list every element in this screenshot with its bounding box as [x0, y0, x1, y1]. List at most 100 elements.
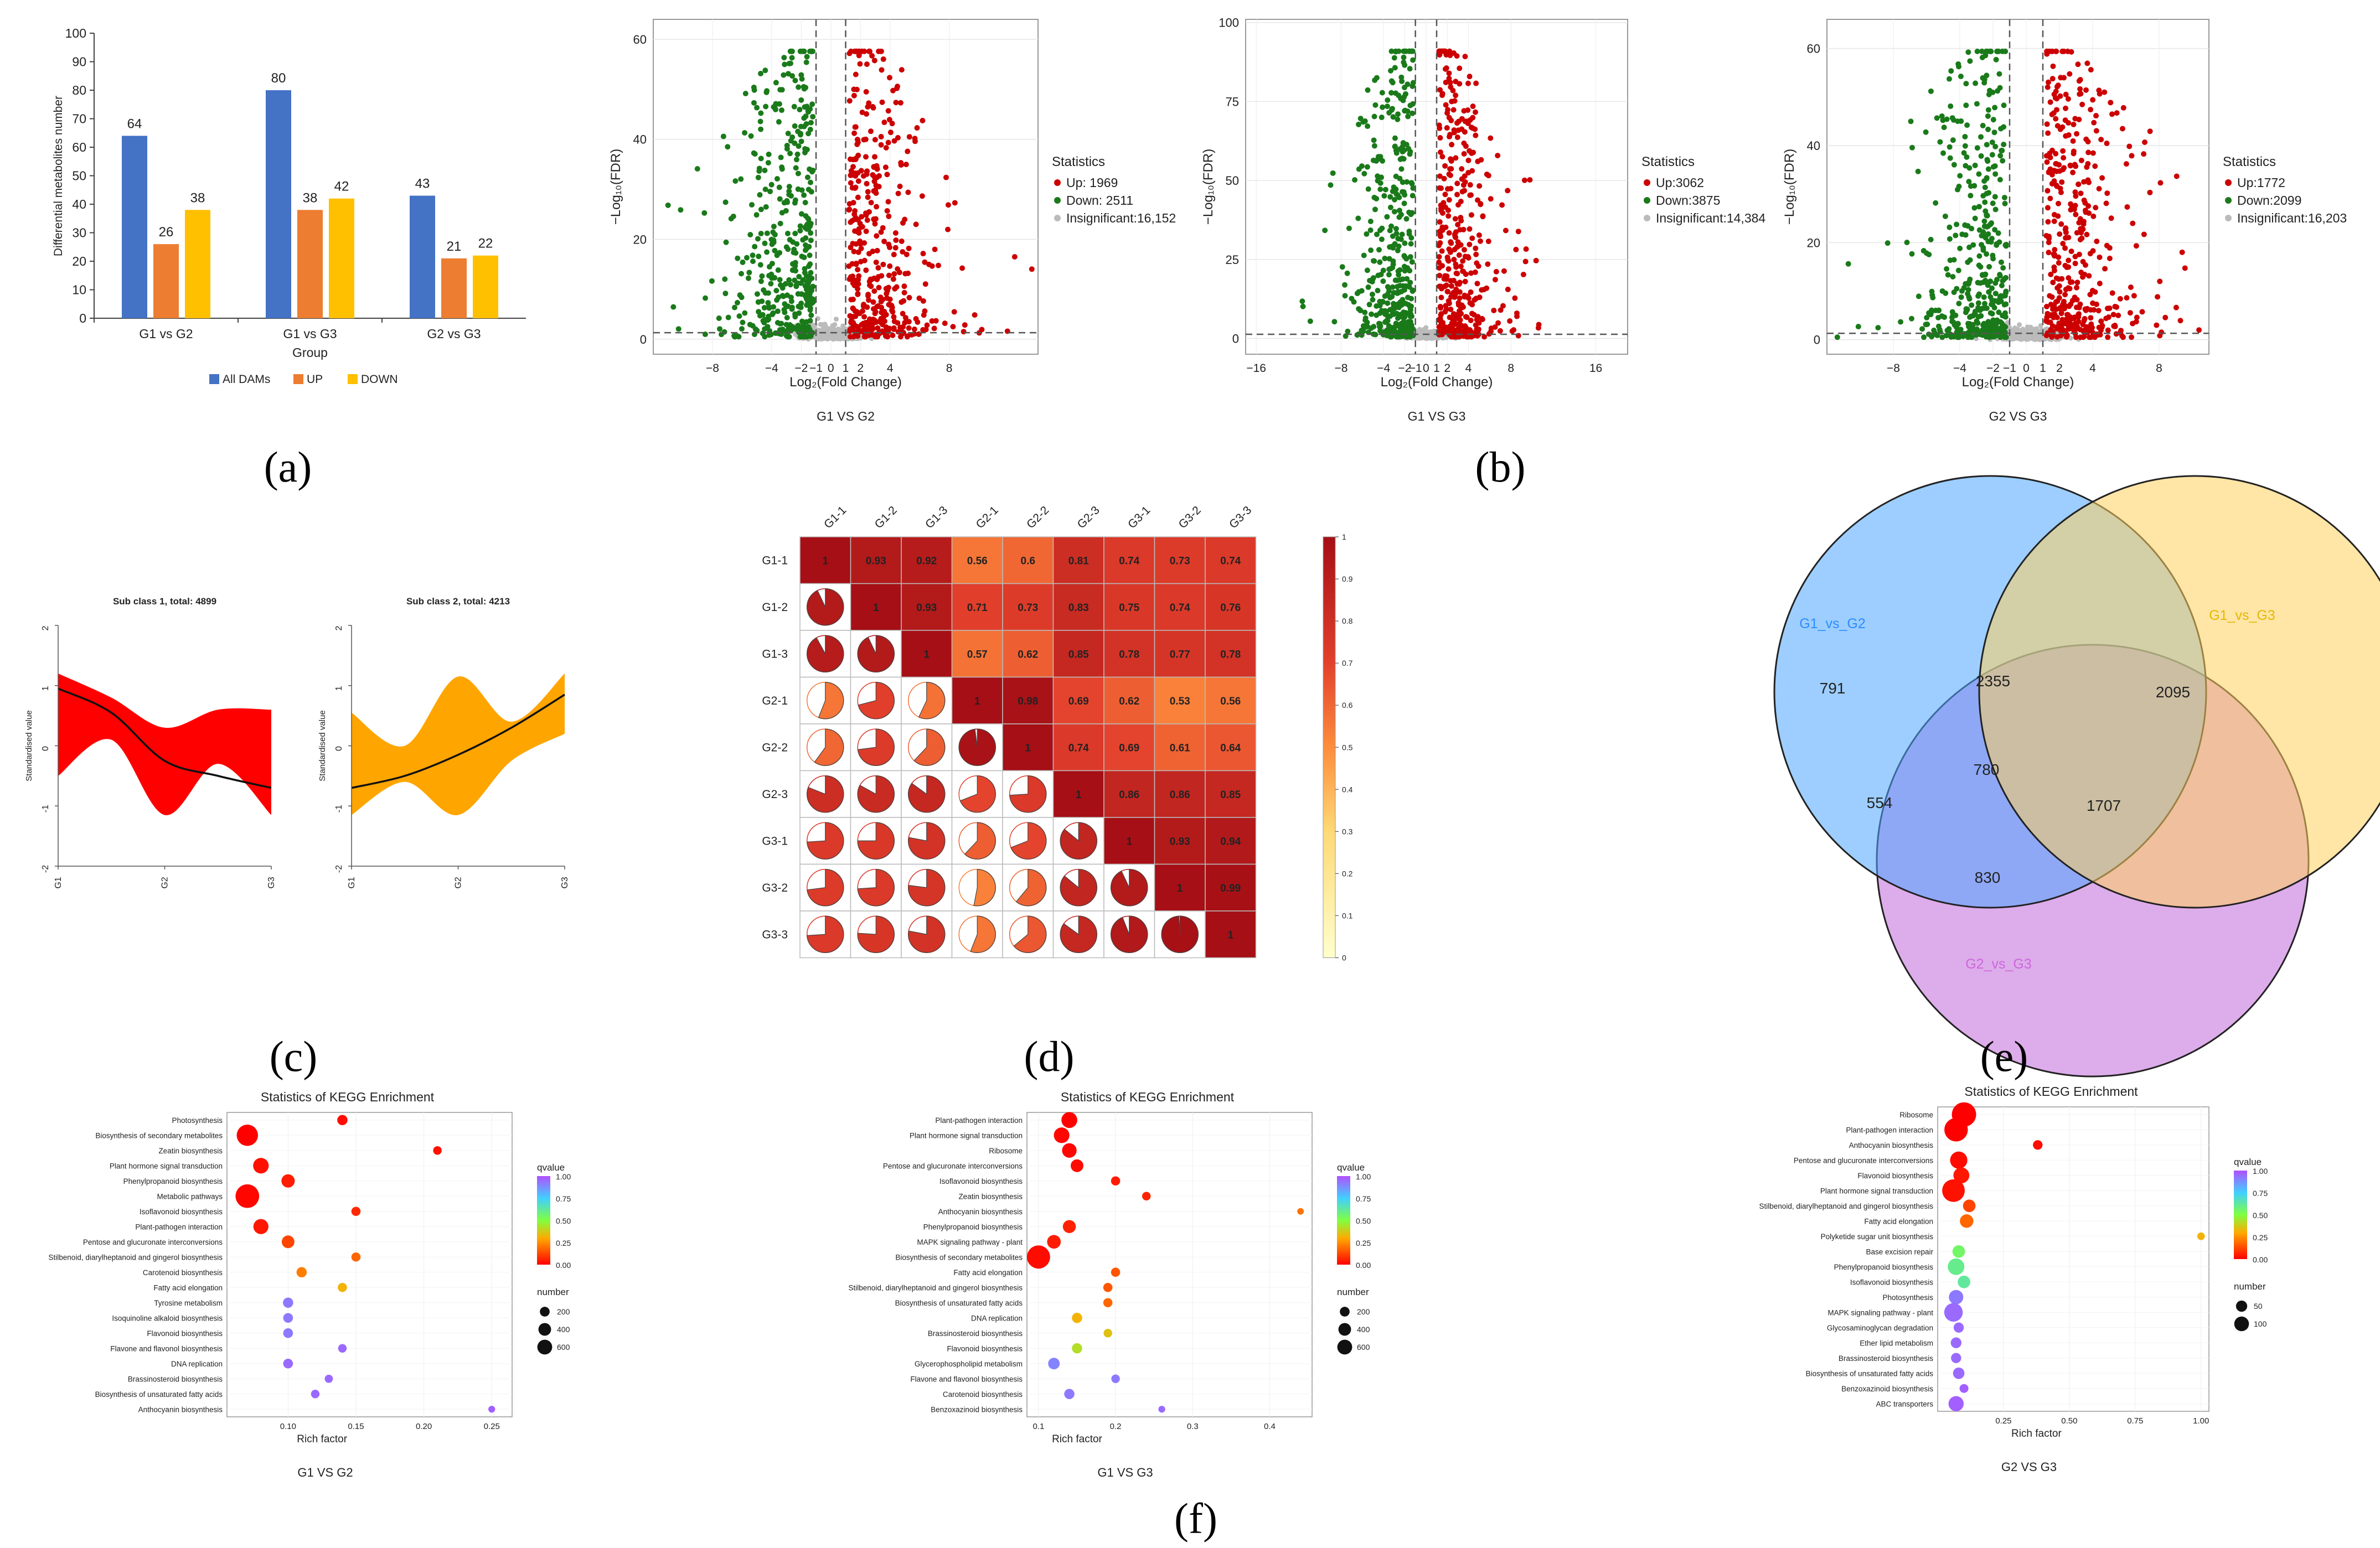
x-tick-label: G2 [454, 877, 463, 888]
point-up [855, 286, 861, 292]
point-up [2147, 189, 2153, 195]
point-down [1976, 204, 1982, 210]
cell-value-label: 0.69 [1119, 742, 1139, 754]
point-up [1442, 66, 1448, 72]
point-insignificant [818, 322, 823, 327]
point-up [2048, 271, 2054, 277]
point-up [1511, 327, 1517, 333]
term-label: DNA replication [971, 1314, 1023, 1322]
plot-frame [226, 1112, 513, 1417]
x-tick-label: 0.10 [280, 1422, 296, 1431]
point-up [2093, 128, 2099, 134]
point-down [1388, 223, 1394, 229]
point-down [790, 261, 796, 267]
point-down [1997, 177, 2003, 183]
enrichment-bubble [253, 1158, 269, 1174]
point-down [747, 232, 753, 238]
point-down [1996, 297, 2002, 303]
point-down [810, 113, 816, 120]
point-down [1999, 48, 2005, 54]
term-label: Pentose and glucuronate interconversions [883, 1162, 1023, 1170]
point-up [1437, 173, 1443, 179]
cell-value-label: 0.85 [1220, 789, 1241, 801]
point-up [1450, 87, 1456, 94]
point-down [810, 167, 816, 173]
point-down [1908, 118, 1914, 125]
point-down [763, 204, 769, 210]
point-down [807, 127, 813, 133]
point-up [2049, 76, 2056, 82]
point-up [900, 310, 906, 317]
point-up [848, 168, 854, 174]
enrichment-bubble [1103, 1282, 1113, 1292]
point-up [1441, 276, 1447, 282]
x-tick-label: −4 [1953, 362, 1966, 375]
cell-value-label: 0.75 [1119, 602, 1139, 614]
point-insignificant [2039, 327, 2045, 333]
enrichment-bubble [1048, 1358, 1060, 1370]
point-down [790, 239, 796, 245]
point-up [1452, 292, 1458, 298]
point-down [1359, 288, 1365, 294]
point-down [807, 261, 813, 267]
point-up [905, 270, 911, 276]
point-down [736, 313, 742, 319]
pie-slice [807, 822, 844, 860]
point-up [1521, 177, 1527, 183]
point-up [1448, 283, 1454, 289]
point-up [850, 273, 856, 279]
point-down [1371, 113, 1377, 120]
point-up [1443, 282, 1449, 288]
point-up [885, 108, 891, 114]
point-up [2114, 110, 2120, 116]
point-up [1467, 241, 1473, 247]
point-down [1956, 64, 1962, 70]
pie-slice [814, 728, 844, 766]
point-down [801, 123, 807, 130]
point-up [884, 295, 890, 301]
point-down [1380, 298, 1386, 304]
term-label: Isoflavonoid biosynthesis [939, 1177, 1023, 1185]
point-up [1454, 134, 1460, 141]
point-down [1986, 190, 1992, 196]
x-tick-label: 0 [2023, 362, 2030, 375]
point-up [2096, 185, 2102, 191]
point-down [798, 280, 804, 286]
point-up [855, 152, 861, 158]
point-up [933, 318, 939, 324]
point-up [1486, 331, 1492, 337]
point-up [1457, 289, 1463, 295]
point-down [1955, 326, 1961, 332]
point-up [2104, 190, 2110, 196]
point-up [846, 206, 853, 213]
point-down [1356, 306, 1362, 312]
heatmap-cell [1002, 583, 1054, 631]
point-down [2001, 102, 2007, 108]
point-down [789, 55, 795, 61]
bar-value-label: 21 [447, 239, 462, 254]
cell-value-label: 0.81 [1068, 555, 1089, 567]
cell-value-label: 1 [1126, 836, 1132, 847]
point-down [1408, 241, 1414, 247]
plot-title: Sub class 2, total: 4213 [406, 596, 510, 607]
point-insignificant [2032, 337, 2038, 343]
point-down [1981, 294, 1987, 300]
point-down [803, 85, 809, 91]
point-up [2097, 254, 2103, 260]
pie-slice [857, 728, 895, 766]
point-up [895, 134, 901, 141]
point-up [2102, 89, 2108, 95]
heatmap-cell [901, 536, 953, 584]
legend-dot [1054, 215, 1061, 221]
point-up [1476, 294, 1483, 301]
point-up [2086, 210, 2092, 216]
point-up [1485, 261, 1491, 267]
y-tick-label: 20 [1807, 236, 1820, 250]
point-up [1491, 307, 1497, 313]
point-up [1449, 334, 1455, 340]
point-up [2068, 207, 2074, 213]
point-up [1468, 270, 1474, 276]
point-up [2090, 97, 2096, 103]
point-up [893, 237, 899, 244]
